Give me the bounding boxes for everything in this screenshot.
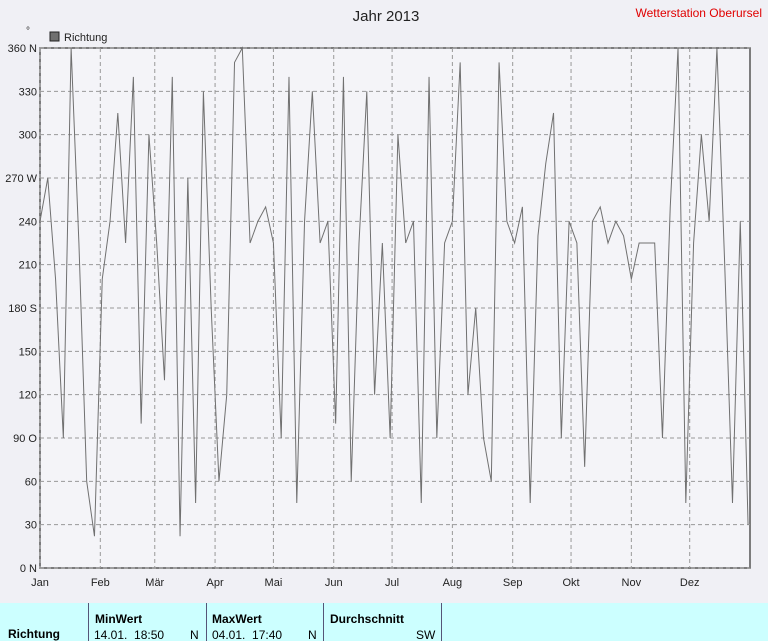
station: Wetterstation Oberursel [636,6,763,20]
y-tick-label: 360 N [8,43,37,55]
y-tick-label: 210 [19,260,37,272]
x-tick-label: Apr [207,577,224,589]
cell: SW [416,628,436,641]
cell: 14.01. 18:50 [94,628,165,641]
x-tick-label: Jan [31,577,49,589]
y-tick-label: 180 S [8,303,37,315]
x-tick-label: Okt [562,577,579,589]
x-tick-label: Jun [325,577,343,589]
y-tick-label: 120 [19,390,37,402]
data-line [39,46,749,537]
y-tick-label: 60 [25,476,37,488]
cell: N [308,628,317,641]
header: MaxWert [212,612,262,626]
y-tick-label: 90 O [13,433,37,445]
y-tick-label: 330 [19,86,37,98]
x-tick-label: Jul [385,577,399,589]
x-tick-label: Mai [265,577,283,589]
header: Durchschnitt [330,612,405,626]
separator [441,603,442,641]
legend-label: Richtung [64,32,107,44]
y-tick-label: 30 [25,520,37,532]
separator [206,603,207,641]
y-tick-label: 270 W [5,173,37,185]
legend-swatch [49,31,60,42]
chart-title: Jahr 2013 [353,8,420,25]
chart: Jahr 2013 Wetterstation Oberursel ° Rich… [5,6,763,589]
row-label: Richtung [8,627,60,641]
stats-table: Richtung MinWert MaxWert Durchschnitt 14… [0,603,768,641]
x-tick-label: Dez [680,577,700,589]
x-tick-label: Aug [443,577,463,589]
y-tick-label: 150 [19,346,37,358]
y-tick-label: 300 [19,130,37,142]
y-tick-label: 240 [19,216,37,228]
x-tick-label: Nov [622,577,642,589]
y-unit: ° [26,26,30,37]
x-tick-label: Sep [503,577,523,589]
y-tick-label: 0 N [20,563,37,575]
cell: 04.01. 17:40 [212,628,283,641]
separator [323,603,324,641]
x-tick-label: Feb [91,577,110,589]
cell: N [190,628,199,641]
x-tick-label: Mär [145,577,164,589]
header: MinWert [95,612,143,626]
separator [88,603,89,641]
